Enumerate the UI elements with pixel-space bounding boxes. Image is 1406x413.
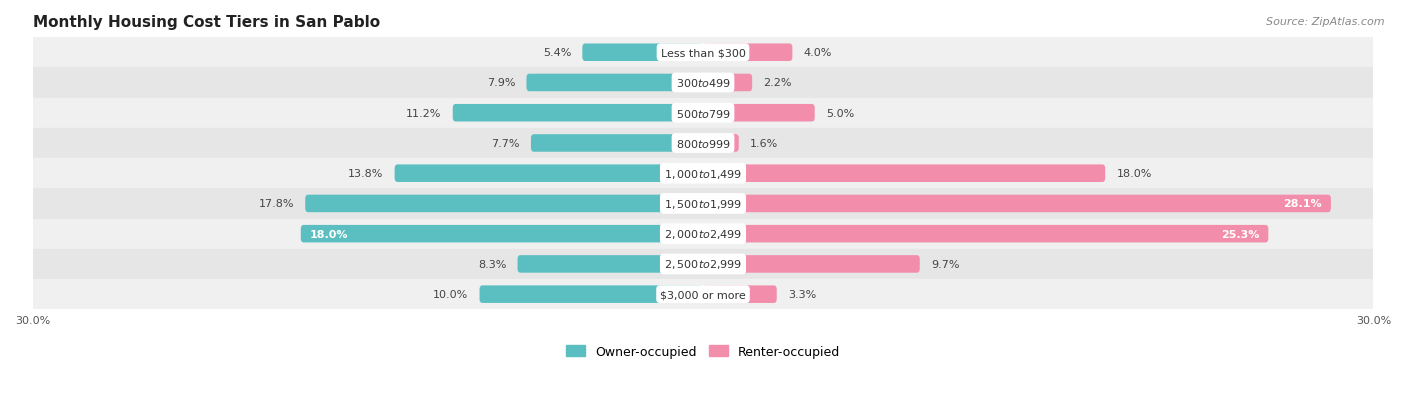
FancyBboxPatch shape [305, 195, 703, 213]
FancyBboxPatch shape [703, 195, 1331, 213]
Bar [32, 128, 1374, 159]
Text: Less than $300: Less than $300 [661, 48, 745, 58]
Text: 5.4%: 5.4% [543, 48, 571, 58]
FancyBboxPatch shape [301, 225, 703, 243]
Text: 18.0%: 18.0% [309, 229, 349, 239]
Text: Monthly Housing Cost Tiers in San Pablo: Monthly Housing Cost Tiers in San Pablo [32, 15, 380, 30]
Text: 10.0%: 10.0% [433, 290, 468, 299]
Text: $2,500 to $2,999: $2,500 to $2,999 [664, 258, 742, 271]
Text: $1,000 to $1,499: $1,000 to $1,499 [664, 167, 742, 180]
FancyBboxPatch shape [703, 165, 1105, 183]
Bar [32, 279, 1374, 309]
Text: $1,500 to $1,999: $1,500 to $1,999 [664, 197, 742, 211]
FancyBboxPatch shape [703, 74, 752, 92]
Bar [32, 189, 1374, 219]
Text: 18.0%: 18.0% [1116, 169, 1152, 179]
Bar [32, 68, 1374, 98]
Bar [32, 159, 1374, 189]
Text: 8.3%: 8.3% [478, 259, 506, 269]
FancyBboxPatch shape [703, 135, 738, 152]
FancyBboxPatch shape [703, 104, 814, 122]
Bar [32, 219, 1374, 249]
Text: $300 to $499: $300 to $499 [675, 77, 731, 89]
FancyBboxPatch shape [703, 256, 920, 273]
Text: $500 to $799: $500 to $799 [675, 107, 731, 119]
Bar [32, 38, 1374, 68]
Text: 11.2%: 11.2% [406, 109, 441, 119]
FancyBboxPatch shape [582, 44, 703, 62]
FancyBboxPatch shape [531, 135, 703, 152]
Text: 7.7%: 7.7% [491, 139, 520, 149]
Text: 7.9%: 7.9% [486, 78, 515, 88]
Text: 25.3%: 25.3% [1220, 229, 1260, 239]
Text: $800 to $999: $800 to $999 [675, 138, 731, 150]
Bar [32, 98, 1374, 128]
FancyBboxPatch shape [703, 286, 776, 303]
Text: 28.1%: 28.1% [1284, 199, 1322, 209]
FancyBboxPatch shape [703, 225, 1268, 243]
Text: $2,000 to $2,499: $2,000 to $2,499 [664, 228, 742, 241]
Text: 2.2%: 2.2% [763, 78, 792, 88]
Text: 5.0%: 5.0% [825, 109, 855, 119]
FancyBboxPatch shape [395, 165, 703, 183]
Text: Source: ZipAtlas.com: Source: ZipAtlas.com [1267, 17, 1385, 26]
FancyBboxPatch shape [479, 286, 703, 303]
Legend: Owner-occupied, Renter-occupied: Owner-occupied, Renter-occupied [561, 340, 845, 363]
Text: 3.3%: 3.3% [787, 290, 815, 299]
Text: 13.8%: 13.8% [349, 169, 384, 179]
Text: $3,000 or more: $3,000 or more [661, 290, 745, 299]
Text: 9.7%: 9.7% [931, 259, 959, 269]
FancyBboxPatch shape [517, 256, 703, 273]
Text: 17.8%: 17.8% [259, 199, 294, 209]
Text: 4.0%: 4.0% [804, 48, 832, 58]
Text: 1.6%: 1.6% [749, 139, 778, 149]
FancyBboxPatch shape [703, 44, 793, 62]
Bar [32, 249, 1374, 279]
FancyBboxPatch shape [453, 104, 703, 122]
FancyBboxPatch shape [526, 74, 703, 92]
